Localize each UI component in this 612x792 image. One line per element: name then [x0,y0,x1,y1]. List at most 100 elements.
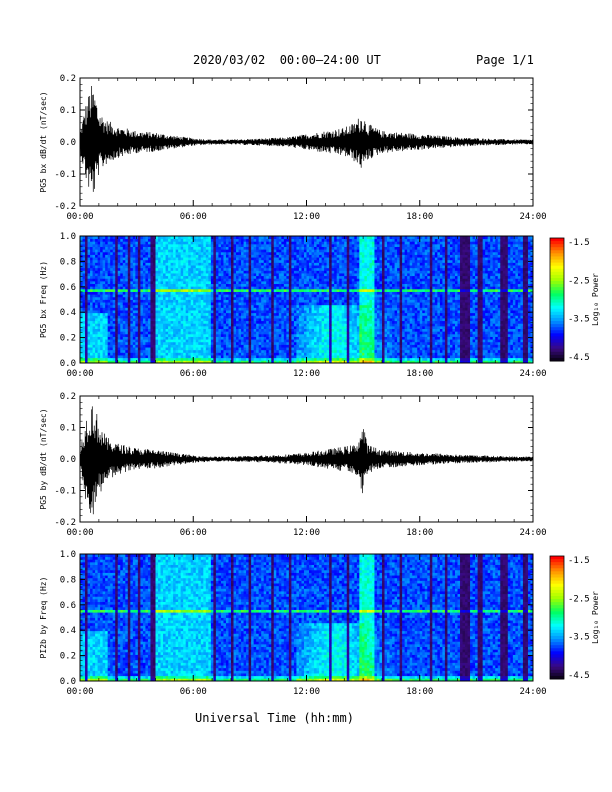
spectrogram-cell [278,336,282,340]
spectrogram-cell [324,241,328,245]
spectrogram-cell [319,286,322,290]
spectrogram-cell [210,273,214,277]
spectrogram-cell [127,333,131,337]
spectrogram-cell [321,336,325,340]
spectrogram-cell [231,243,234,247]
spectrogram-cell [107,283,111,287]
spectrogram-cell [168,355,171,359]
spectrogram-cell [147,262,151,266]
spectrogram-cell [170,265,174,269]
spectrogram-cell [309,296,312,300]
spectrogram-cell [319,328,322,332]
spectrogram-cell [130,267,134,271]
spectrogram-cell [127,294,131,298]
spectrogram-cell [246,331,250,335]
spectrogram-cell [258,249,262,253]
spectrogram-cell [140,294,144,298]
spectrogram-cell [173,331,177,335]
spectrogram-cell [301,312,305,316]
spectrogram-cell [142,339,146,343]
spectrogram-cell [246,280,250,285]
spectrogram-cell [273,249,277,253]
spectrogram-cell [173,265,177,269]
spectrogram-cell [293,286,297,290]
spectrogram-cell [331,291,335,295]
spectrogram-cell [213,267,217,271]
spectrogram-cell [125,278,129,282]
spectrogram-cell [130,312,134,316]
spectrogram-cell [228,288,232,292]
spectrogram-cell [321,352,325,356]
spectrogram-cell [203,238,207,242]
spectrogram-cell [180,360,184,364]
spectrogram-cell [95,249,99,253]
spectrogram-cell [228,355,232,359]
spectrogram-cell [135,294,139,298]
spectrogram-cell [87,296,91,300]
spectrogram-cell [238,278,242,282]
spectrogram-cell [145,336,149,340]
spectrogram-cell [263,339,267,343]
spectrogram-cell [158,262,161,266]
spectrogram-cell [278,243,282,247]
spectrogram-cell [258,294,262,298]
spectrogram-cell [173,262,177,266]
spectrogram-cell [225,262,229,266]
spectrogram-cell [231,257,234,261]
spectrogram-cell [127,246,131,250]
spectrogram-cell [276,278,280,282]
spectrogram-cell [261,288,265,292]
spectrogram-cell [163,304,166,308]
spectrogram-cell [321,325,325,330]
spectrogram-cell [316,344,320,348]
spectrogram-cell [246,323,250,327]
spectrogram-cell [329,294,333,298]
spectrogram-cell [228,318,232,322]
spectrogram-cell [142,280,146,285]
spectrogram-cell [185,344,189,348]
spectrogram-cell [135,296,139,300]
spectrogram-cell [80,257,83,261]
spectrogram-cell [286,275,290,279]
spectrogram-cell [168,307,171,311]
spectrogram-cell [218,299,222,303]
spectrogram-cell [276,257,280,261]
spectrogram-cell [233,257,237,261]
spectrogram-cell [314,275,317,279]
spectrogram-cell [80,341,83,345]
spectrogram-cell [92,307,96,311]
spectrogram-cell [314,315,317,319]
spectrogram-cell [147,273,151,277]
spectrogram-cell [137,243,141,247]
spectrogram-cell [288,270,292,274]
spectrogram-cell [173,341,177,345]
spectrogram-cell [311,291,315,295]
spectrogram-cell [296,328,300,332]
spectrogram-cell [82,243,86,247]
spectrogram-cell [286,262,290,266]
spectrogram-cell [105,304,109,308]
spectrogram-cell [208,323,212,327]
spectrogram-cell [168,273,171,277]
spectrogram-cell [92,323,96,327]
spectrogram-cell [203,331,207,335]
spectrogram-cell [180,283,184,287]
spectrogram-cell [175,344,179,348]
spectrogram-cell [218,275,222,279]
spectrogram-cell [293,360,297,364]
spectrogram-cell [185,259,189,263]
spectrogram-cell [183,257,187,261]
spectrogram-cell [132,286,136,290]
spectrogram-cell [251,318,255,322]
spectrogram-cell [122,355,126,359]
spectrogram-cell [130,278,134,282]
spectrogram-cell [120,280,124,285]
spectrogram-cell [261,339,265,343]
spectrogram-cell [173,294,177,298]
spectrogram-cell [223,357,227,361]
spectrogram-cell [283,257,287,261]
spectrogram-cell [92,333,96,337]
spectrogram-cell [311,273,315,277]
spectrogram-cell [331,254,335,258]
spectrogram-cell [193,360,197,364]
